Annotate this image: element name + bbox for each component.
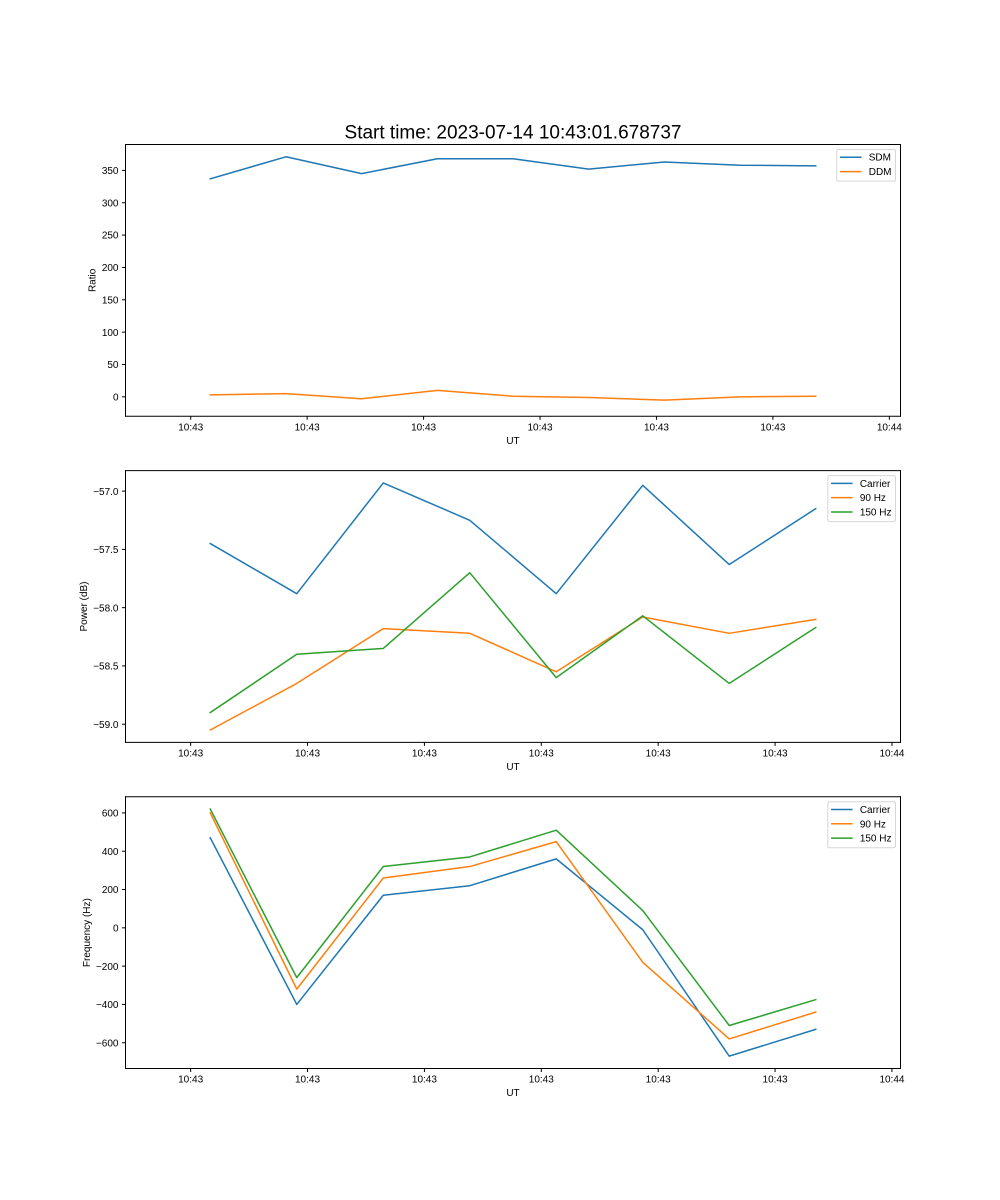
svg-text:50: 50 [107,360,119,371]
svg-text:UT: UT [506,436,519,447]
svg-text:−200: −200 [96,962,119,973]
svg-text:10:43: 10:43 [528,423,553,434]
svg-text:10:43: 10:43 [646,749,671,760]
svg-text:10:43: 10:43 [295,749,320,760]
svg-text:150 Hz: 150 Hz [860,834,892,845]
svg-text:150: 150 [102,295,119,306]
svg-text:0: 0 [113,923,119,934]
svg-text:Frequency (Hz): Frequency (Hz) [82,898,93,967]
svg-text:10:43: 10:43 [178,1075,203,1086]
svg-text:−57.0: −57.0 [93,487,119,498]
svg-text:300: 300 [102,198,119,209]
svg-text:350: 350 [102,166,119,177]
svg-text:10:43: 10:43 [763,749,788,760]
svg-text:10:43: 10:43 [178,749,203,760]
svg-text:0: 0 [113,392,119,403]
svg-text:−57.5: −57.5 [93,545,119,556]
svg-text:10:43: 10:43 [644,423,669,434]
svg-text:10:43: 10:43 [178,423,203,434]
svg-text:10:43: 10:43 [411,423,436,434]
svg-text:200: 200 [102,885,119,896]
svg-text:−58.0: −58.0 [93,603,119,614]
svg-text:10:43: 10:43 [529,749,554,760]
svg-text:10:43: 10:43 [760,423,785,434]
svg-text:100: 100 [102,328,119,339]
svg-text:Start time: 2023-07-14 10:43:0: Start time: 2023-07-14 10:43:01.678737 [345,123,682,144]
svg-text:150 Hz: 150 Hz [860,508,892,519]
svg-text:−59.0: −59.0 [93,720,119,731]
svg-text:200: 200 [102,263,119,274]
svg-text:90 Hz: 90 Hz [860,819,886,830]
svg-text:10:43: 10:43 [646,1075,671,1086]
svg-text:−58.5: −58.5 [93,662,119,673]
svg-text:10:43: 10:43 [763,1075,788,1086]
svg-text:DDM: DDM [869,167,892,178]
svg-text:10:43: 10:43 [529,1075,554,1086]
svg-text:10:43: 10:43 [295,423,320,434]
svg-text:SDM: SDM [869,153,891,164]
svg-text:Ratio: Ratio [88,268,99,292]
svg-text:−400: −400 [96,1000,119,1011]
svg-text:10:44: 10:44 [879,749,904,760]
svg-text:−600: −600 [96,1038,119,1049]
svg-text:Carrier: Carrier [860,479,891,490]
svg-text:10:44: 10:44 [877,423,902,434]
svg-text:10:43: 10:43 [412,1075,437,1086]
svg-text:600: 600 [102,809,119,820]
svg-text:Power (dB): Power (dB) [79,581,90,631]
svg-text:10:44: 10:44 [879,1075,904,1086]
svg-text:400: 400 [102,847,119,858]
svg-text:250: 250 [102,231,119,242]
svg-text:UT: UT [506,762,519,773]
svg-text:10:43: 10:43 [412,749,437,760]
svg-text:UT: UT [506,1088,519,1099]
svg-text:Carrier: Carrier [860,805,891,816]
svg-text:10:43: 10:43 [295,1075,320,1086]
svg-text:90 Hz: 90 Hz [860,493,886,504]
